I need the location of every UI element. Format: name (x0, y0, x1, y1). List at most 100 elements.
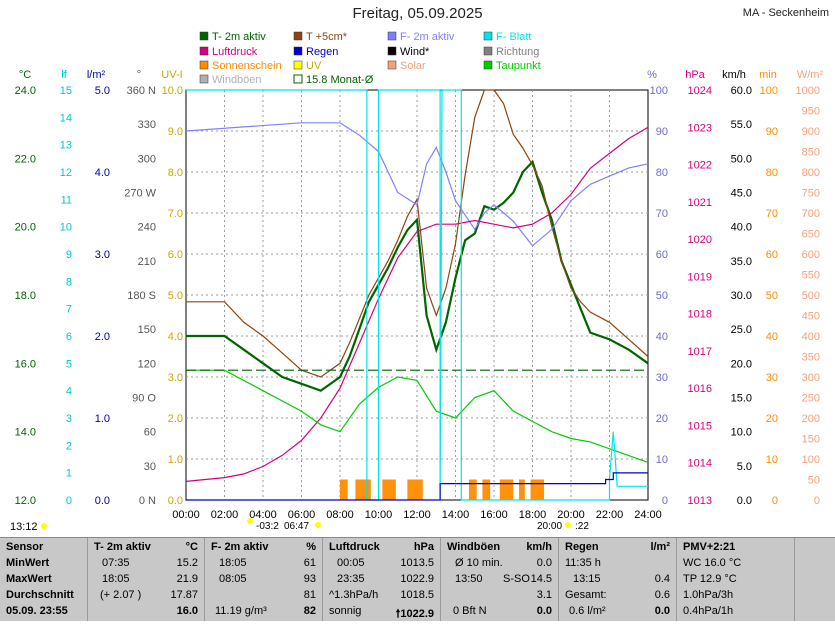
direction-axis-tick-label: 210 (138, 256, 156, 268)
time-axis-tick-label: 20:00 (557, 509, 585, 521)
uv-axis-tick-label: 10.0 (162, 85, 183, 97)
direction-axis-tick-label: 240 (138, 222, 156, 234)
sunshine-axis-tick-label: 10 (766, 454, 778, 466)
pmv-value: PMV+2:21 (683, 541, 736, 553)
sunshine-axis-tick-label: 100 (760, 85, 778, 97)
direction-axis-tick-label: 270 W (124, 188, 156, 200)
rain-current-value: 0.0 (654, 605, 670, 617)
wind-avg-label: Ø 10 min. (455, 557, 503, 569)
solar-axis-tick-label: 450 (802, 311, 820, 323)
legend-swatch (387, 60, 397, 70)
temp-header: T- 2m aktiv (94, 541, 151, 553)
leaf-axis-tick-label: 12 (60, 167, 72, 179)
humidity-axis-tick-label: 10 (656, 454, 668, 466)
leaf-axis-unit: lf (61, 69, 67, 81)
uv-axis-tick-label: 8.0 (168, 167, 183, 179)
solar-axis-tick-label: 200 (802, 413, 820, 425)
rain-axis-unit: l/m² (87, 69, 106, 81)
temp-axis-unit: °C (19, 69, 31, 81)
wind-axis-tick-label: 50.0 (731, 153, 752, 165)
legend-swatch (293, 74, 303, 84)
temp-max-value: 21.9 (176, 573, 198, 585)
press-trend-3h: 1.0hPa/3h (683, 589, 734, 601)
legend-label: T- 2m aktiv (212, 31, 266, 43)
rain-axis-tick-label: 3.0 (95, 249, 110, 261)
temp-min-value: 15.2 (176, 557, 198, 569)
time-axis-tick-label: 08:00 (326, 509, 354, 521)
extra-column: PMV+2:21 WC 16.0 °C TP 12.9 °C 1.0hPa/3h… (677, 538, 795, 621)
direction-axis-tick-label: 150 (138, 324, 156, 336)
series-line-taupunkt (186, 369, 649, 463)
legend-swatch (387, 46, 397, 56)
legend-swatch (293, 60, 303, 70)
direction-axis-tick-label: 90 O (132, 393, 156, 405)
wind-axis-unit: km/h (722, 69, 746, 81)
leaf-axis-tick-label: 3 (66, 413, 72, 425)
sunshine-axis-tick-label: 70 (766, 208, 778, 220)
sunrise-time-label: 06:47 (284, 521, 309, 532)
leaf-axis-tick-label: 6 (66, 331, 72, 343)
pressure-axis-tick-label: 1017 (688, 346, 712, 358)
pressure-axis-tick-label: 1022 (688, 160, 712, 172)
time-axis-tick-label: 22:00 (596, 509, 624, 521)
wind-axis-tick-label: 15.0 (731, 393, 752, 405)
rain-max-value: 0.4 (654, 573, 670, 585)
sunshine-bar (407, 479, 423, 500)
weather-chart: 24.0 22.0 20.0 18.0 16.0 14.0 12.0 15 14 13 12 11 10… (10, 31, 823, 533)
direction-axis-tick-label: 30 (144, 461, 156, 473)
press-max-time: 23:35 (337, 573, 365, 585)
rain-total-label: Gesamt: (565, 589, 607, 601)
solar-axis-tick-label: 150 (802, 434, 820, 446)
hum-current-value: 82 (303, 605, 316, 617)
wind-axis-tick-label: 10.0 (731, 427, 752, 439)
sunshine-axis-tick-label: 0 (772, 495, 778, 507)
rain-column: Regen l/m² 11:35 h 13:15 0.4 Gesamt: 0.6 0.… (559, 538, 677, 621)
press-max-value: 1022.9 (400, 573, 434, 585)
series-line-f-2m-aktiv (185, 122, 649, 247)
leaf-axis-tick-label: 13 (60, 140, 72, 152)
legend-label: F- Blatt (496, 31, 531, 43)
pressure-axis-tick-label: 1020 (688, 234, 712, 246)
wind-unit: km/h (526, 541, 552, 553)
solar-axis-tick-label: 50 (808, 475, 820, 487)
sunshine-bar (382, 479, 396, 500)
rain-total-value: 0.6 (654, 589, 670, 601)
direction-axis-tick-label: 0 N (139, 495, 156, 507)
temp-current-value: 16.0 (176, 605, 198, 617)
gust-avg-value: 3.1 (536, 589, 552, 601)
legend-swatch (483, 60, 493, 70)
legend-label: F- 2m aktiv (400, 31, 455, 43)
humidity-column: F- 2m aktiv% 18:05 61 08:05 93 81 11.19 g/… (205, 538, 323, 621)
time-axis-tick-label: 14:00 (442, 509, 470, 521)
solar-axis-tick-label: 750 (802, 188, 820, 200)
legend-label: T +5cm* (306, 31, 348, 43)
sensor-header: Sensor (6, 541, 44, 553)
leaf-axis-tick-label: 5 (66, 358, 72, 370)
rain-axis-tick-label: 4.0 (95, 167, 110, 179)
sunshine-bar (468, 479, 477, 500)
dewpoint-value: TP 12.9 °C (683, 573, 737, 585)
hum-unit: % (306, 541, 316, 553)
press-min-time: 00:05 (337, 557, 365, 569)
wind-axis-tick-label: 35.0 (731, 256, 752, 268)
hum-header: F- 2m aktiv (211, 541, 269, 553)
temp-axis-tick-label: 20.0 (15, 222, 36, 234)
sunmin-axis-unit: min (759, 69, 777, 81)
press-current-number: 1022.9 (400, 608, 434, 620)
direction-axis-tick-label: 360 N (127, 85, 156, 97)
sunshine-bar (530, 479, 545, 500)
sunrise-mark-label: -03:2 (256, 521, 279, 532)
leaf-axis-tick-label: 11 (61, 194, 72, 206)
humidity-axis-tick-label: 100 (650, 85, 668, 97)
uv-axis-tick-label: 3.0 (168, 372, 183, 384)
press-trend: ^1.3hPa/h (329, 589, 379, 601)
humidity-axis-tick-label: 70 (656, 208, 668, 220)
gust-max-value: 14.5 (530, 573, 552, 585)
wind-header: Windböen (447, 541, 501, 553)
sunrise-icon (247, 518, 253, 524)
solar-axis-tick-label: 0 (814, 495, 820, 507)
dir-axis-unit: ° (137, 69, 141, 81)
series-line-luftdruck (185, 126, 649, 482)
temp-axis-tick-label: 16.0 (15, 358, 36, 370)
leaf-axis-tick-label: 10 (60, 222, 72, 234)
